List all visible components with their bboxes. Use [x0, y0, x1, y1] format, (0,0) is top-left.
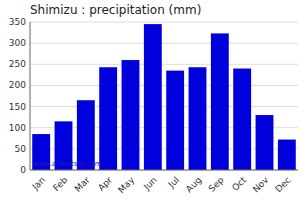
- grid-line: [30, 85, 298, 86]
- bar: [166, 71, 184, 170]
- y-tick-label: 350: [9, 17, 26, 27]
- bar: [189, 67, 207, 170]
- y-tick-label: 100: [9, 123, 26, 133]
- x-tick-label: Dec: [273, 175, 292, 194]
- x-tick-label: Jun: [141, 175, 159, 193]
- y-tick-label: 300: [9, 38, 26, 48]
- x-tick-label: May: [116, 174, 137, 195]
- y-axis-line: [30, 22, 31, 170]
- x-tick-label: Sep: [207, 175, 226, 194]
- bar: [144, 24, 162, 170]
- bar: [99, 67, 117, 170]
- y-tick-label: 0: [20, 165, 26, 175]
- grid: [30, 22, 298, 170]
- chart-container: 0 50 100 150 200 250 300 350 JanFebMarAprMayJun J…: [0, 0, 306, 200]
- chart: 0 50 100 150 200 250 300 350 JanFebMarAprMayJun J…: [0, 0, 306, 200]
- bars: [32, 24, 296, 170]
- grid-line: [30, 106, 298, 107]
- bar: [211, 33, 229, 170]
- grid-line: [30, 64, 298, 65]
- y-tick-label: 50: [15, 144, 27, 154]
- x-tick-label: Apr: [96, 175, 114, 193]
- y-tick-label: 150: [9, 102, 26, 112]
- x-tick-label: Jul: [166, 175, 181, 190]
- x-tick-label: Mar: [73, 175, 92, 194]
- y-tick-label: 200: [9, 80, 26, 90]
- x-tick-label: Nov: [251, 174, 271, 194]
- bar: [278, 140, 296, 170]
- bar: [256, 115, 274, 170]
- x-axis-line: [30, 170, 298, 171]
- grid-line: [30, 22, 298, 23]
- title: Shimizu : precipitation (mm): [30, 3, 201, 17]
- x-tick-label: Oct: [230, 175, 248, 193]
- bar: [233, 69, 251, 170]
- y-tick-label: 250: [9, 59, 26, 69]
- x-tick-label: Aug: [184, 175, 204, 195]
- grid-line: [30, 43, 298, 44]
- grid-line: [30, 170, 298, 171]
- x-tick-label: Jan: [30, 175, 48, 193]
- bar: [122, 60, 140, 170]
- watermark: www.allmetsat.com: [33, 160, 102, 168]
- x-tick-label: Feb: [51, 175, 70, 194]
